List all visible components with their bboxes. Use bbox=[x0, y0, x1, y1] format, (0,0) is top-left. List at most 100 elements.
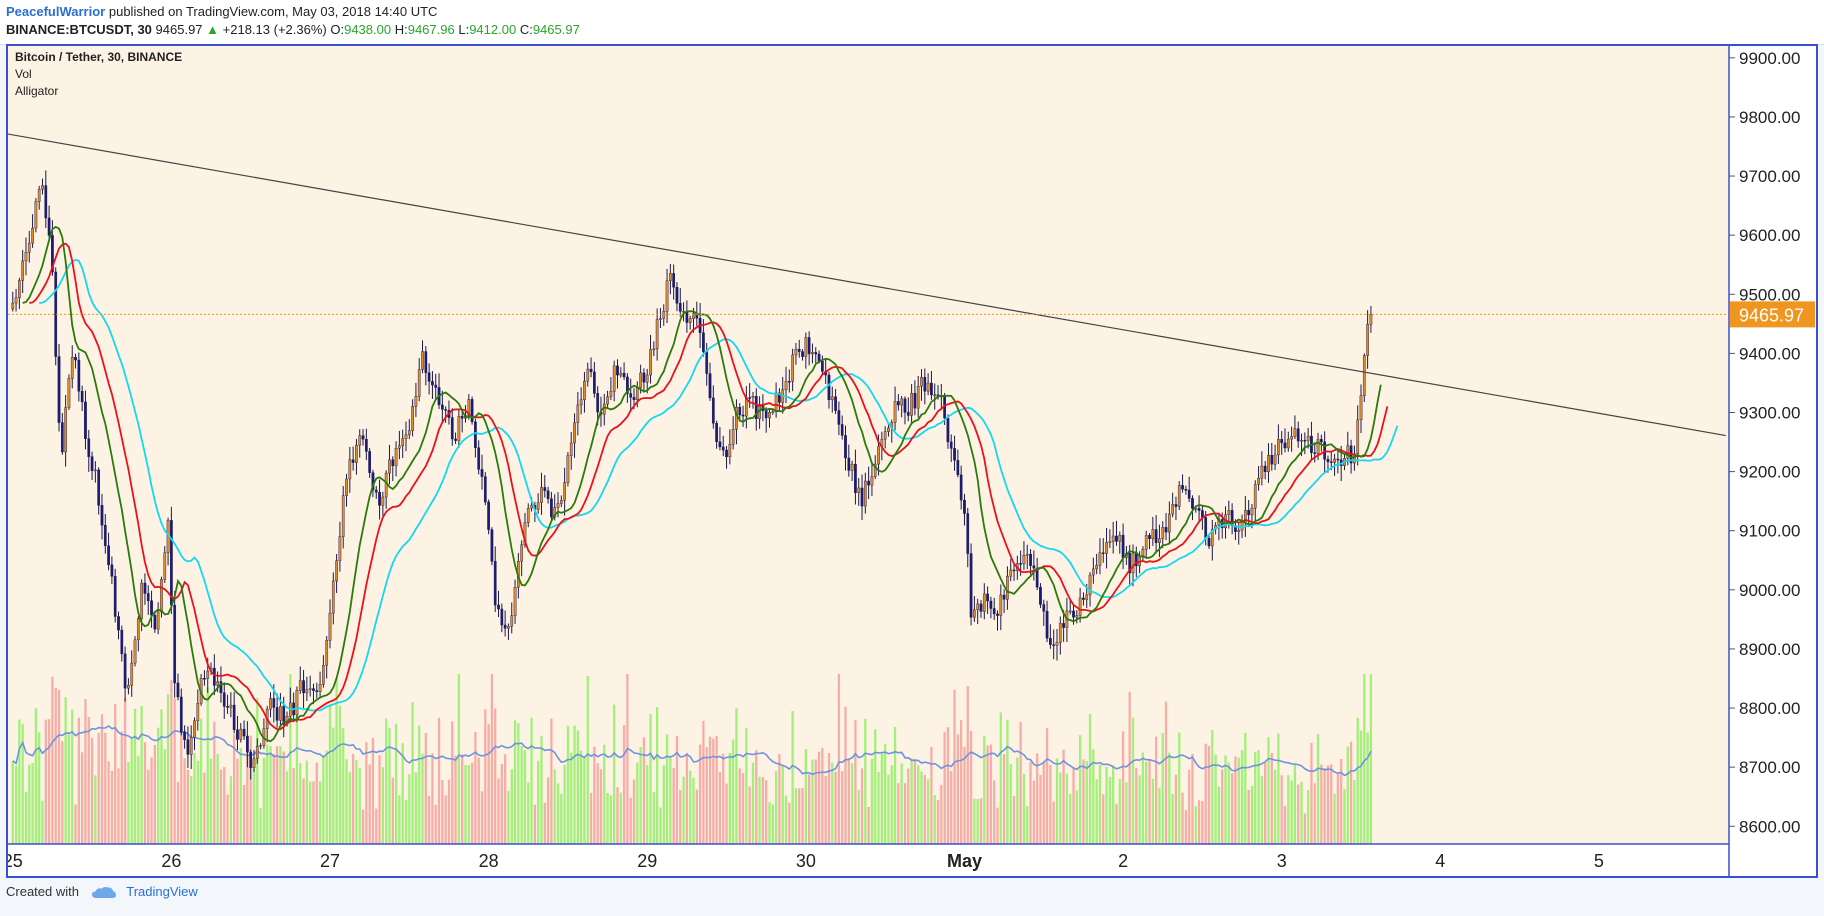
volume-bar bbox=[831, 762, 834, 844]
candle-body bbox=[811, 352, 814, 355]
candle-body bbox=[1068, 610, 1072, 613]
candle-body bbox=[629, 393, 633, 398]
volume-bar bbox=[576, 730, 579, 844]
tradingview-link[interactable]: TradingView bbox=[126, 884, 198, 899]
volume-bar bbox=[850, 763, 854, 844]
volume-bar bbox=[1326, 765, 1330, 844]
time-tick-label: 29 bbox=[637, 851, 657, 871]
volume-bar bbox=[1082, 759, 1085, 844]
volume-bar bbox=[385, 718, 388, 844]
volume-bar bbox=[186, 769, 190, 844]
candle-body bbox=[1329, 461, 1333, 463]
trendline-layer[interactable] bbox=[7, 133, 1726, 437]
volume-bar bbox=[646, 764, 649, 844]
candle-body bbox=[1167, 513, 1171, 533]
candle-body bbox=[976, 603, 980, 611]
volume-bar bbox=[312, 781, 315, 844]
volume-bar bbox=[1138, 775, 1141, 844]
candle-body bbox=[530, 505, 533, 509]
volume-bar bbox=[817, 751, 821, 844]
price-axis[interactable]: 9900.00 9800.00 9700.00 9600.00 9500.00 9400.… bbox=[1729, 49, 1815, 836]
candle-body bbox=[900, 398, 904, 406]
chart-container[interactable]: 9900.00 9800.00 9700.00 9600.00 9500.00 9400.… bbox=[3, 44, 1818, 878]
candle-body bbox=[1270, 455, 1274, 465]
candle-body bbox=[1118, 534, 1122, 542]
candle-body bbox=[807, 337, 811, 355]
time-tick-label: May bbox=[947, 851, 982, 871]
volume-bar bbox=[437, 717, 441, 844]
volume-bar bbox=[447, 779, 451, 844]
candle-body bbox=[1263, 465, 1267, 473]
volume-bar bbox=[1211, 730, 1214, 844]
candle-body bbox=[460, 416, 464, 419]
volume-bar bbox=[1201, 801, 1204, 844]
candle-body bbox=[1039, 586, 1042, 605]
candle-body bbox=[57, 356, 61, 423]
volume-bar bbox=[421, 753, 424, 844]
volume-bar bbox=[84, 699, 87, 844]
volume-bar bbox=[408, 774, 411, 844]
candle-body bbox=[156, 611, 160, 630]
volume-bar bbox=[54, 687, 57, 844]
candle-body bbox=[80, 391, 84, 403]
volume-bar bbox=[133, 708, 137, 844]
candle-body bbox=[507, 626, 510, 629]
volume-bar bbox=[903, 783, 907, 844]
candle-body bbox=[216, 681, 219, 686]
volume-bar bbox=[993, 780, 996, 844]
volume-bar bbox=[375, 808, 378, 844]
volume-bar bbox=[1287, 775, 1290, 844]
volume-bar bbox=[342, 728, 345, 844]
candle-body bbox=[996, 613, 999, 616]
volume-bar bbox=[345, 759, 348, 844]
candle-body bbox=[417, 369, 421, 397]
volume-bar bbox=[510, 769, 513, 844]
candle-body bbox=[1085, 594, 1089, 600]
volume-bar bbox=[560, 793, 563, 844]
candle-body bbox=[1191, 498, 1194, 509]
volume-bar bbox=[593, 746, 596, 844]
candle-body bbox=[569, 442, 573, 456]
volume-bar bbox=[765, 780, 768, 844]
volume-bar bbox=[1019, 721, 1022, 844]
price-chart[interactable]: 9900.00 9800.00 9700.00 9600.00 9500.00 9400.… bbox=[3, 46, 1816, 876]
candle-body bbox=[272, 698, 276, 708]
candle-body bbox=[160, 579, 163, 613]
volume-bar bbox=[665, 734, 669, 844]
volume-bar bbox=[781, 764, 784, 844]
volume-bar bbox=[404, 800, 408, 844]
volume-bar bbox=[1145, 761, 1148, 844]
price-tick-label: 9600.00 bbox=[1739, 226, 1800, 245]
volume-bar bbox=[249, 735, 252, 844]
candle-body bbox=[189, 737, 193, 755]
alligator-teeth-line bbox=[29, 242, 1389, 731]
volume-bar bbox=[130, 737, 133, 844]
candle-body bbox=[1227, 510, 1231, 516]
candle-body bbox=[1181, 485, 1184, 490]
volume-bar bbox=[236, 758, 239, 844]
volume-bar bbox=[996, 807, 999, 844]
volume-bar bbox=[1095, 779, 1098, 844]
candle-body bbox=[837, 410, 841, 425]
candle-body bbox=[520, 544, 524, 562]
volume-bar bbox=[1078, 735, 1082, 844]
candle-body bbox=[348, 459, 352, 480]
candle-body bbox=[903, 398, 907, 413]
volume-bar bbox=[269, 746, 272, 844]
time-axis[interactable]: 25 26 27 28 29 30 May 2 3 4 5 bbox=[3, 851, 1604, 871]
time-tick-label: 2 bbox=[1118, 851, 1128, 871]
price-tick-label: 8900.00 bbox=[1739, 640, 1800, 659]
volume-bar bbox=[1359, 730, 1363, 844]
candle-body bbox=[844, 435, 847, 459]
author-link[interactable]: PeacefulWarrior bbox=[6, 4, 106, 19]
candle-body bbox=[11, 302, 15, 310]
candle-body bbox=[1019, 563, 1022, 565]
candle-body bbox=[179, 696, 183, 732]
volume-bar bbox=[596, 763, 599, 844]
volume-bar bbox=[642, 737, 646, 844]
volume-bar bbox=[500, 763, 503, 844]
candle-body bbox=[1187, 489, 1191, 499]
volume-bar bbox=[1214, 754, 1217, 844]
volume-bar bbox=[358, 767, 361, 844]
volume-bar bbox=[1349, 741, 1353, 844]
